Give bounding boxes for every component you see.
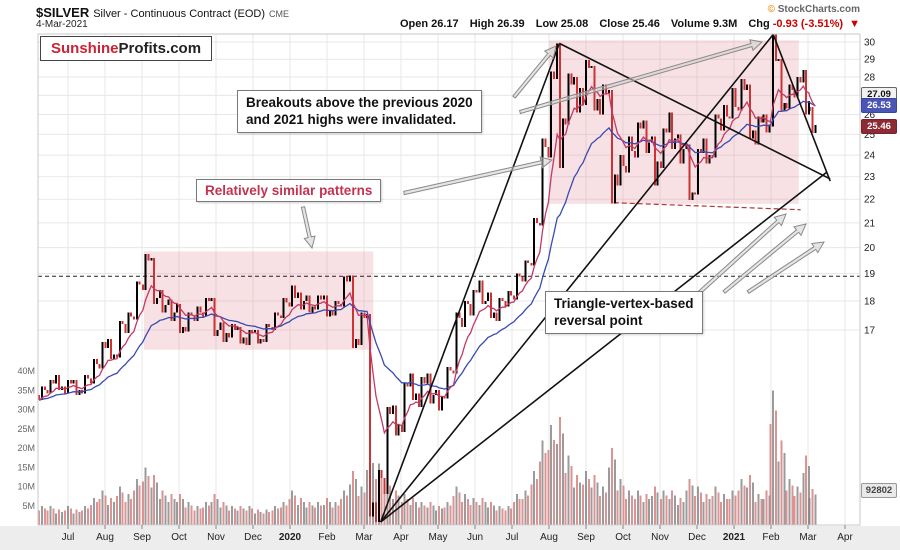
high-value: 26.39: [497, 18, 525, 30]
svg-text:Feb: Feb: [762, 532, 780, 543]
vertex-note-line1: Triangle-vertex-based: [554, 296, 694, 311]
svg-text:24: 24: [864, 151, 876, 162]
svg-text:Mar: Mar: [799, 532, 817, 543]
exchange-label: CME: [269, 9, 289, 19]
chg-label: Chg: [748, 18, 770, 30]
close-label: Close: [599, 18, 630, 30]
sunshine-profits-logo: SunshineProfits.com: [40, 36, 213, 61]
breakouts-note-line1: Breakouts above the previous 2020: [246, 95, 473, 110]
svg-text:Oct: Oct: [171, 532, 187, 543]
svg-text:5M: 5M: [22, 501, 35, 511]
source-label: StockCharts.com: [777, 4, 860, 15]
ohlc-readout: Open 26.17 High 26.39 Low 25.08 Close 25.46 …: [400, 18, 860, 30]
last-volume-badge: 92802: [861, 483, 897, 498]
low-label: Low: [535, 18, 558, 30]
close-value: 25.46: [632, 18, 660, 30]
high-label: High: [469, 18, 495, 30]
svg-text:40M: 40M: [17, 366, 35, 376]
volume-value: 9.3M: [712, 18, 738, 30]
symbol: $SILVER: [36, 5, 90, 20]
svg-text:Aug: Aug: [540, 532, 558, 543]
arrow-layer: [300, 39, 825, 294]
svg-text:May: May: [429, 532, 448, 543]
logo-part2: Profits.com: [118, 40, 202, 57]
svg-text:10M: 10M: [17, 482, 35, 492]
open-value: 26.17: [431, 18, 459, 30]
stockcharts-credit[interactable]: © StockCharts.com: [768, 4, 860, 15]
svg-text:15M: 15M: [17, 462, 35, 472]
svg-text:26: 26: [864, 110, 876, 121]
open-label: Open: [399, 18, 429, 30]
last-price-badge: 25.46: [861, 118, 897, 134]
svg-text:Mar: Mar: [355, 532, 373, 543]
svg-text:25M: 25M: [17, 424, 35, 434]
svg-text:19: 19: [864, 269, 876, 280]
svg-text:22: 22: [864, 195, 876, 206]
svg-text:20: 20: [864, 243, 876, 254]
svg-text:Aug: Aug: [96, 532, 114, 543]
svg-text:35M: 35M: [17, 385, 35, 395]
moving-average-layer: [38, 84, 816, 435]
chart-title: Silver - Continuous Contract (EOD): [93, 8, 265, 20]
svg-text:Jul: Jul: [62, 532, 75, 543]
level-lines: [38, 202, 860, 277]
svg-text:Sep: Sep: [133, 532, 151, 543]
svg-text:23: 23: [864, 172, 876, 183]
svg-text:Apr: Apr: [837, 532, 853, 543]
svg-text:18: 18: [864, 296, 876, 307]
ma-slow-price-badge: 26.53: [861, 97, 897, 113]
svg-text:29: 29: [864, 55, 876, 66]
svg-text:2021: 2021: [723, 532, 746, 543]
logo-part1: Sunshine: [51, 40, 119, 57]
svg-text:30M: 30M: [17, 405, 35, 415]
svg-text:25: 25: [864, 130, 876, 141]
chart-date: 4-Mar-2021: [36, 19, 88, 30]
svg-text:2020: 2020: [279, 532, 302, 543]
svg-text:17: 17: [864, 325, 876, 336]
similar-patterns-note: Relatively similar patterns: [196, 179, 382, 202]
low-value: 25.08: [560, 18, 589, 30]
vertex-note: Triangle-vertex-based reversal point: [545, 291, 703, 334]
svg-text:Nov: Nov: [207, 532, 225, 543]
svg-text:28: 28: [864, 72, 876, 83]
volume-layer: [38, 390, 817, 525]
breakouts-note: Breakouts above the previous 2020 and 20…: [237, 90, 482, 133]
svg-text:20M: 20M: [17, 443, 35, 453]
breakouts-note-line2: and 2021 highs were invalidated.: [246, 112, 457, 128]
volume-label: Volume: [670, 18, 710, 30]
vertex-note-line2: reversal point: [554, 313, 643, 329]
chg-down-icon: ▼: [849, 18, 860, 30]
svg-text:30: 30: [864, 38, 876, 49]
copyright-icon: ©: [767, 4, 775, 15]
svg-text:Jul: Jul: [506, 532, 519, 543]
svg-text:Dec: Dec: [244, 532, 262, 543]
chg-value: -0.93 (-3.51%): [772, 18, 844, 30]
svg-text:Apr: Apr: [393, 532, 409, 543]
svg-text:Feb: Feb: [318, 532, 336, 543]
svg-text:Oct: Oct: [615, 532, 631, 543]
trendline-layer: [379, 33, 831, 523]
chart-header: $SILVER Silver - Continuous Contract (EOD…: [36, 4, 289, 22]
svg-text:Nov: Nov: [651, 532, 669, 543]
svg-text:Jun: Jun: [467, 532, 483, 543]
svg-text:Dec: Dec: [688, 532, 706, 543]
svg-text:21: 21: [864, 218, 876, 229]
svg-text:Sep: Sep: [577, 532, 595, 543]
